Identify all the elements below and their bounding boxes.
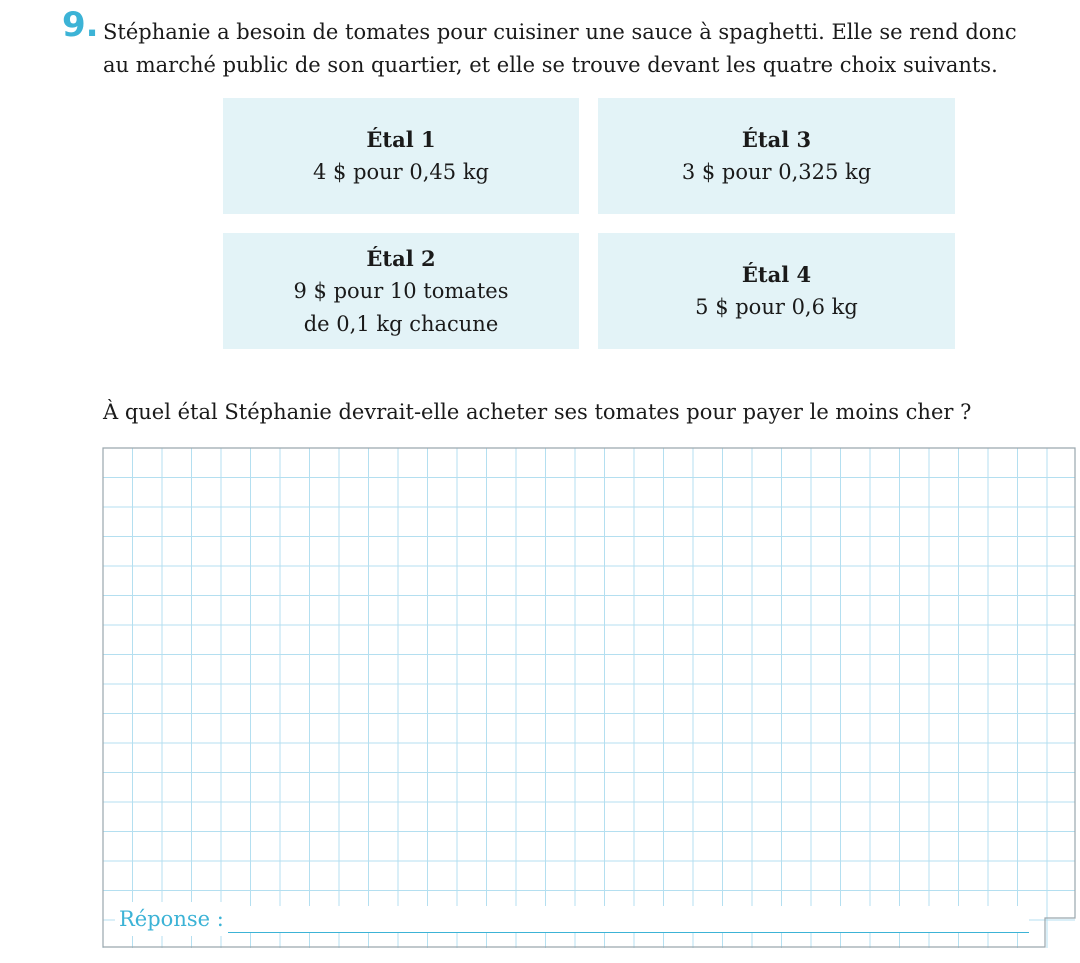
stall-1-price: 4 $ pour 0,45 kg — [313, 160, 489, 184]
answer-line[interactable] — [227, 905, 1029, 933]
question-prompt: À quel étal Stéphanie devrait-elle achet… — [103, 400, 972, 424]
grid-border — [102, 447, 1076, 948]
stall-4-price: 5 $ pour 0,6 kg — [695, 295, 858, 319]
answer-row: Réponse : — [115, 902, 1035, 936]
stall-2-name: Étal 2 — [366, 245, 436, 271]
answer-label: Réponse : — [115, 902, 228, 936]
stall-3-box: Étal 3 3 $ pour 0,325 kg — [598, 98, 955, 214]
stall-1-name: Étal 1 — [366, 127, 436, 152]
question-text: Stéphanie a besoin de tomates pour cuisi… — [103, 20, 1017, 77]
stall-2-detail: de 0,1 kg chacune — [303, 311, 499, 336]
grid-lines — [102, 447, 1076, 948]
question-number: 9. — [62, 5, 99, 45]
stall-3-price: 3 $ pour 0,325 kg — [681, 160, 872, 184]
stall-3-name: Étal 3 — [741, 127, 812, 152]
stall-1-box: Étal 1 4 $ pour 0,45 kg — [223, 98, 579, 214]
stall-2-box: Étal 2 9 $ pour 10 tomates de 0,1 kg cha… — [223, 233, 579, 349]
stall-4-box: Étal 4 5 $ pour 0,6 kg — [598, 233, 955, 349]
stall-4-name: Étal 4 — [741, 262, 812, 287]
stall-2-price: 9 $ pour 10 tomates — [293, 278, 509, 303]
work-grid[interactable] — [102, 447, 1076, 948]
